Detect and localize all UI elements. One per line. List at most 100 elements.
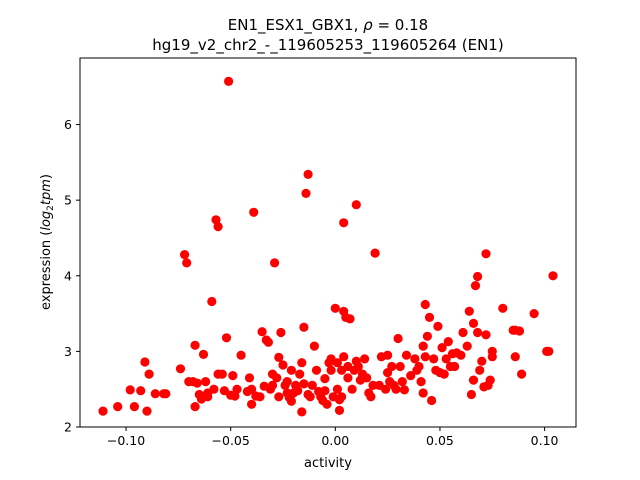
data-point — [142, 406, 152, 416]
x-tick-label: −0.05 — [212, 433, 250, 448]
data-point — [213, 222, 223, 232]
data-point — [299, 322, 309, 332]
data-point — [399, 385, 409, 395]
data-point — [125, 385, 135, 395]
data-point — [198, 349, 209, 359]
data-point — [429, 354, 439, 364]
data-point — [305, 392, 315, 402]
data-point — [209, 384, 219, 394]
data-point — [414, 361, 424, 372]
data-point — [347, 384, 357, 394]
data-point — [464, 306, 474, 316]
data-point — [466, 389, 476, 400]
data-point — [450, 361, 460, 372]
data-point — [416, 377, 426, 387]
data-point — [98, 406, 108, 416]
data-point — [270, 258, 280, 268]
data-point — [320, 374, 330, 384]
x-tick-label: 0.00 — [321, 433, 349, 448]
data-point — [320, 386, 330, 396]
data-point — [433, 321, 443, 331]
data-point — [410, 354, 420, 364]
data-point — [395, 361, 405, 372]
data-point — [247, 399, 257, 409]
data-point — [418, 341, 428, 351]
data-point — [175, 364, 186, 374]
data-point — [343, 373, 353, 383]
x-tick-label: 0.10 — [531, 433, 559, 448]
data-point — [366, 392, 376, 402]
data-point — [247, 384, 257, 394]
data-point — [485, 375, 495, 385]
data-point — [441, 354, 451, 364]
data-point — [353, 361, 363, 372]
data-point — [339, 352, 349, 362]
data-point — [221, 333, 232, 343]
data-point — [301, 188, 311, 198]
data-point — [481, 330, 491, 340]
data-point — [422, 331, 432, 341]
data-point — [190, 340, 200, 350]
y-axis-label: expression (log2tpm) — [39, 174, 56, 310]
data-point — [297, 358, 307, 368]
data-point — [529, 309, 539, 319]
data-point — [424, 312, 435, 322]
data-point — [249, 207, 259, 217]
data-point — [272, 373, 282, 383]
data-point — [514, 326, 525, 336]
data-point — [498, 303, 508, 313]
data-point — [393, 333, 403, 344]
data-point — [477, 356, 487, 366]
data-point — [297, 407, 307, 417]
data-point — [487, 346, 497, 356]
data-point — [339, 218, 349, 228]
data-point — [286, 396, 296, 406]
data-point — [381, 384, 391, 394]
data-point — [332, 358, 342, 368]
x-tick-label: 0.05 — [426, 433, 454, 448]
data-point — [136, 386, 146, 396]
data-point — [420, 299, 430, 310]
y-tick-label: 3 — [64, 344, 72, 359]
data-point — [129, 402, 139, 412]
data-point — [548, 271, 558, 281]
data-point — [458, 327, 468, 338]
data-point — [182, 258, 192, 268]
data-point — [517, 369, 527, 379]
data-point — [510, 352, 520, 362]
y-axis-ticks: 2 3 4 5 6 — [64, 117, 80, 435]
x-tick-label: −0.10 — [107, 433, 145, 448]
data-point — [276, 327, 286, 338]
data-point — [180, 250, 190, 260]
chart-title-line1: EN1_ESX1_GBX1, ρ = 0.18 — [228, 16, 428, 35]
data-point — [462, 341, 472, 351]
data-point — [113, 402, 123, 412]
data-point — [370, 248, 380, 258]
data-point — [544, 346, 554, 356]
data-point — [439, 369, 449, 379]
data-point — [387, 361, 397, 372]
data-point — [456, 350, 466, 360]
data-point — [468, 318, 479, 328]
y-tick-label: 4 — [64, 268, 72, 283]
data-point — [286, 365, 296, 375]
data-point — [332, 384, 342, 394]
data-point — [257, 327, 267, 337]
data-point — [255, 392, 265, 402]
data-point — [307, 380, 317, 390]
data-point — [309, 341, 319, 351]
data-point — [345, 314, 355, 324]
data-point — [322, 399, 332, 409]
data-point — [406, 371, 416, 381]
data-point — [368, 380, 378, 390]
chart-title-line2: hg19_v2_chr2_-_119605253_119605264 (EN1) — [152, 36, 503, 55]
data-point — [274, 352, 284, 362]
data-point — [362, 373, 372, 383]
x-axis-label: activity — [304, 456, 352, 471]
data-point — [470, 281, 481, 291]
data-point — [236, 350, 246, 360]
x-axis-ticks: −0.10 −0.05 0.00 0.05 0.10 — [107, 427, 559, 448]
data-point — [420, 352, 430, 362]
data-point — [401, 350, 412, 360]
